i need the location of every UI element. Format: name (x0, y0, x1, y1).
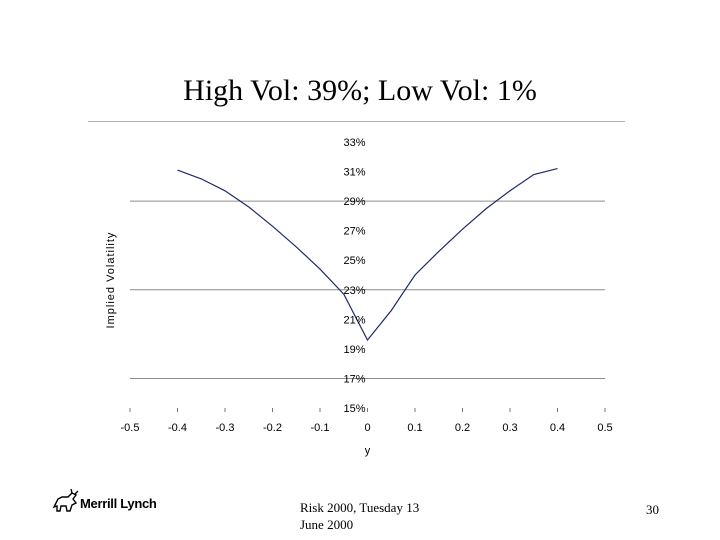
axis-layer (129, 408, 606, 412)
x-tick-label: 0.2 (455, 422, 470, 434)
x-tick-label: -0.3 (216, 422, 235, 434)
footer-line-2: June 2000 (300, 517, 354, 532)
x-tick-label: -0.5 (121, 422, 140, 434)
y-tick-label: 21% (343, 314, 365, 326)
x-tick-label: -0.4 (168, 422, 187, 434)
bull-icon (52, 488, 79, 512)
y-tick-label: 15% (343, 403, 365, 415)
label-layer: -0.5 -0.4 -0.3 -0.2 -0.1 0 0.1 0.2 0.3 0.4 0.5 15% 1… (105, 137, 613, 457)
series-layer (177, 168, 558, 342)
series-line (177, 168, 558, 342)
x-tick-label: -0.2 (263, 422, 282, 434)
y-tick-label: 25% (343, 255, 365, 267)
slide-title: High Vol: 39%; Low Vol: 1% (183, 74, 537, 107)
grid-layer (130, 200, 605, 379)
y-axis-label: Implied Volatility (105, 232, 117, 329)
footer-text: Risk 2000, Tuesday 13 June 2000 (300, 499, 450, 533)
footer-line-1: Risk 2000, Tuesday 13 (300, 500, 420, 515)
y-tick-label: 19% (343, 344, 365, 356)
x-tick-label: 0.4 (550, 422, 565, 434)
x-axis-label: y (365, 445, 371, 457)
x-tick-label: 0 (364, 422, 370, 434)
y-tick-label: 31% (343, 167, 365, 179)
x-tick-label: 0.1 (407, 422, 422, 434)
page-number: 30 (646, 502, 659, 517)
y-tick-label: 33% (343, 137, 365, 149)
y-tick-label: 17% (343, 373, 365, 385)
logo-text: Merrill Lynch (80, 496, 157, 511)
x-tick-label: 0.3 (502, 422, 517, 434)
x-tick-label: 0.5 (597, 422, 612, 434)
merrill-lynch-logo: Merrill Lynch (52, 487, 172, 515)
y-tick-label: 23% (343, 285, 365, 297)
x-tick-label: -0.1 (311, 422, 330, 434)
title-divider (88, 121, 625, 122)
y-tick-label: 29% (343, 196, 365, 208)
y-tick-label: 27% (343, 226, 365, 238)
